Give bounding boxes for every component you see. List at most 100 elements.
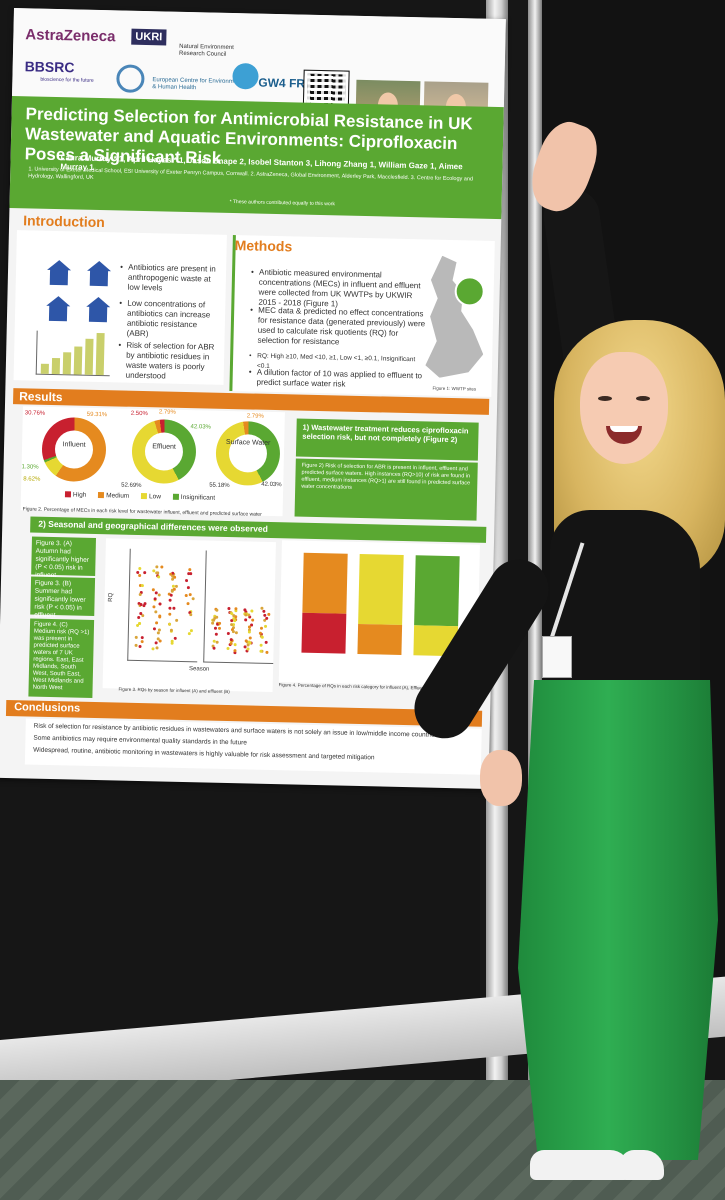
- intro-bullet: Risk of selection for ABR by antibiotic …: [126, 341, 219, 383]
- stack-effluent: [357, 553, 404, 655]
- scatter-point: [155, 640, 159, 644]
- scatter-point: [213, 616, 217, 621]
- scatter-point: [138, 593, 142, 597]
- scatter-panel-a: [127, 548, 200, 663]
- scatter-point: [158, 628, 162, 632]
- scatter-point: [214, 626, 218, 630]
- scatter-point: [244, 613, 248, 617]
- scatter-point: [248, 636, 252, 640]
- methods-heading: Methods: [234, 237, 293, 255]
- figure-3a-note: Figure 3. (A) Autumn had significantly h…: [31, 536, 96, 579]
- scatter-point: [189, 613, 193, 617]
- scatter-point: [138, 566, 142, 570]
- ecehh-logo: European Centre for Environment & Human …: [152, 77, 243, 92]
- scatter-point: [262, 609, 266, 614]
- scatter-point: [156, 631, 160, 635]
- intro-bar: [62, 352, 72, 375]
- intro-bullet: Antibiotics are present in anthropogenic…: [128, 263, 221, 295]
- presenter-face: [580, 352, 668, 464]
- scatter-point: [217, 621, 221, 625]
- donut-influent: [41, 416, 107, 483]
- stack-seg-insignificant: [414, 555, 460, 627]
- pct-label: 42.03%: [261, 481, 282, 489]
- pct-label: 2.79%: [246, 413, 264, 420]
- donut-legend: High Medium Low Insignificant: [64, 491, 265, 503]
- scatter-point: [174, 584, 178, 588]
- logo-strip: AstraZeneca UKRI Natural Environment Res…: [12, 8, 506, 143]
- equal-contribution-note: * These authors contributed equally to t…: [229, 198, 335, 208]
- white-sneaker: [530, 1150, 630, 1180]
- scatter-point: [226, 646, 230, 650]
- scatter-point: [247, 630, 251, 634]
- methods-bullet: Antibiotic measured environmental concen…: [258, 268, 429, 312]
- smile: [606, 426, 642, 444]
- conclusions-panel: Risk of selection for resistance by anti…: [24, 718, 482, 775]
- results-heading: Results: [19, 389, 63, 405]
- scatter-point: [142, 604, 146, 608]
- nerc-logo: Natural Environment Research Council: [178, 43, 234, 58]
- scatter-point: [185, 594, 189, 598]
- pct-label: 59.31%: [86, 411, 108, 419]
- scatter-point: [265, 616, 269, 620]
- scatter-point: [250, 609, 254, 613]
- donut-label: Surface Water: [225, 438, 271, 447]
- figure-4c-note: Figure 4. (C) Medium risk (RQ >1) was pr…: [28, 618, 95, 698]
- scatter-point: [231, 630, 235, 634]
- scatter-point: [234, 607, 238, 611]
- intro-bar: [84, 338, 94, 375]
- house-icon: [89, 269, 109, 287]
- scatter-point: [168, 598, 172, 603]
- season-axis-label: Season: [188, 666, 210, 673]
- scatter-point: [186, 586, 190, 590]
- scatter-point: [175, 618, 179, 622]
- intro-bar: [73, 346, 83, 375]
- scatter-point: [168, 612, 172, 616]
- scatter-point: [134, 635, 138, 639]
- house-icon: [88, 305, 108, 323]
- scatter-point: [167, 607, 172, 611]
- legend-high: High: [64, 491, 86, 499]
- methods-bullet: MEC data & predicted no effect concentra…: [257, 306, 428, 350]
- scatter-point: [212, 639, 216, 643]
- white-sneaker: [620, 1150, 664, 1180]
- stack-seg-medium: [302, 552, 348, 614]
- pct-label: 8.62%: [23, 476, 41, 483]
- scatter-point: [247, 643, 251, 647]
- scatter-point: [189, 628, 193, 632]
- name-badge: [542, 636, 572, 678]
- donut-charts: Influent 30.76% 59.31% 1.30% 8.62% Efflu…: [20, 406, 285, 517]
- scatter-point: [191, 597, 195, 601]
- conclusions-heading: Conclusions: [14, 701, 81, 715]
- scatter-point: [267, 612, 271, 616]
- scatter-point: [234, 630, 238, 635]
- scatter-point: [246, 647, 250, 651]
- intro-bullet: Low concentrations of antibiotics can in…: [127, 299, 220, 341]
- house-icon: [48, 304, 68, 322]
- pct-label: 2.50%: [130, 410, 148, 418]
- scatter-point: [140, 636, 144, 640]
- scatter-point: [211, 621, 215, 625]
- scatter-point: [157, 593, 161, 597]
- scatter-point: [172, 606, 176, 610]
- stack-influent: [301, 552, 348, 654]
- scatter-point: [139, 602, 143, 607]
- pointing-hand: [480, 750, 522, 806]
- scatter-point: [153, 597, 157, 601]
- pct-label: 2.79%: [158, 409, 176, 416]
- intro-bar: [51, 357, 61, 375]
- scatter-point: [158, 639, 162, 643]
- scatter-point: [260, 635, 264, 639]
- scatter-point: [244, 617, 248, 622]
- scatter-point: [265, 651, 269, 655]
- scatter-point: [187, 632, 191, 636]
- pct-label: 1.30%: [21, 464, 39, 471]
- scatter-point: [259, 643, 263, 647]
- scatter-point: [170, 639, 174, 643]
- research-poster: AstraZeneca UKRI Natural Environment Res…: [0, 8, 506, 789]
- finding-2-title: 2) Seasonal and geographical differences…: [38, 518, 268, 534]
- intro-bar-chart: [35, 330, 111, 377]
- scatter-point: [243, 608, 247, 612]
- green-skirt: [518, 680, 718, 1160]
- pct-label: 52.69%: [121, 482, 142, 490]
